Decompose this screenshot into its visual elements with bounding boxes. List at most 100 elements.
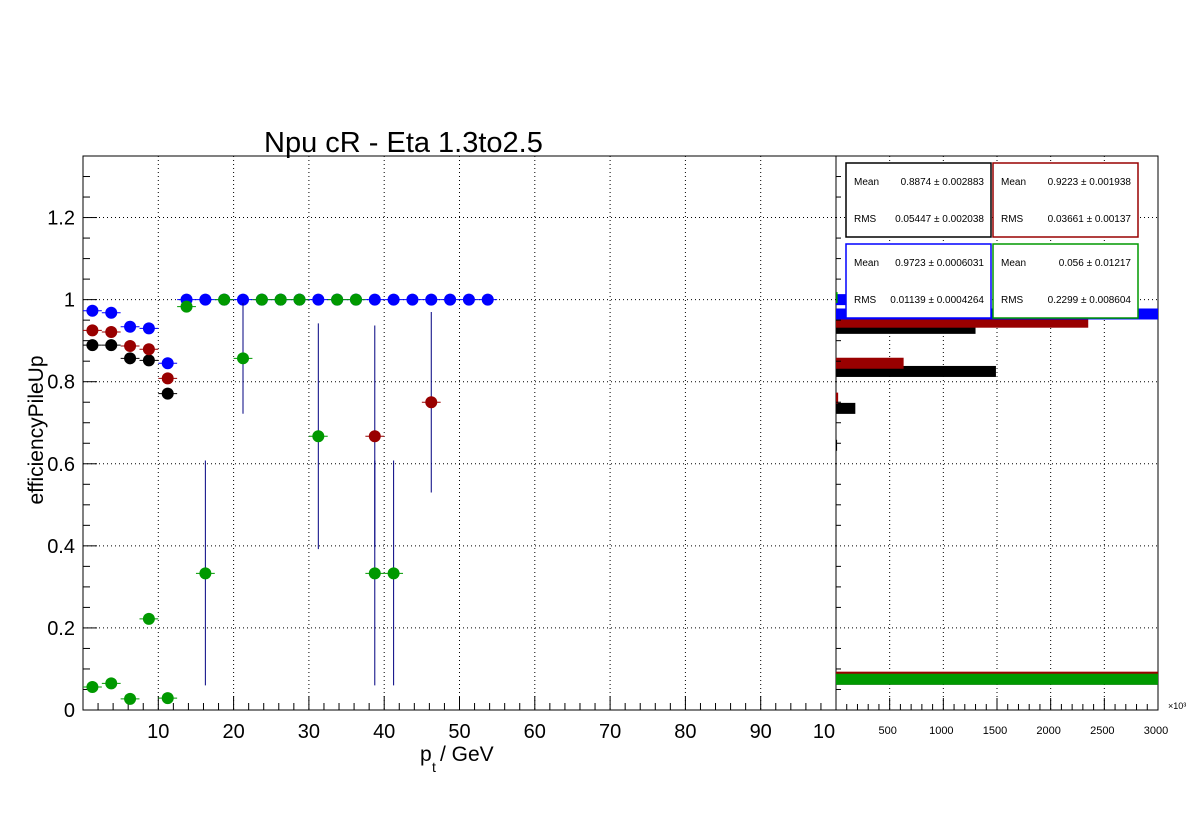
data-point-green: [349, 293, 362, 306]
x-tick-label: 10: [147, 721, 169, 743]
data-point-green: [331, 293, 344, 306]
data-point-blue: [105, 306, 118, 319]
side-x-tick-label: 2500: [1090, 725, 1114, 737]
stats-box: Mean 0.056 ± 0.01217 RMS 0.2299 ± 0.008604: [992, 243, 1139, 319]
side-bar-green: [836, 292, 838, 304]
side-bar-black: [836, 322, 976, 334]
data-point-blue: [237, 293, 250, 306]
data-point-black: [142, 354, 155, 367]
stats-box-frame: [845, 162, 992, 238]
data-point-blue: [142, 322, 155, 335]
side-x-tick-label: 2000: [1036, 725, 1060, 737]
stats-rms-value: 0.01139 ± 0.0004264: [890, 295, 984, 306]
data-point-blue: [406, 293, 419, 306]
x-tick-label: 90: [750, 721, 772, 743]
stats-mean-value: 0.9223 ± 0.001938: [1048, 177, 1132, 188]
chart-title: Npu cR - Eta 1.3to2.5: [264, 127, 543, 159]
data-point-black: [86, 339, 99, 352]
y-tick-label: 1.2: [47, 208, 75, 230]
x-axis-title-main: p: [420, 743, 432, 766]
data-point-blue: [124, 320, 137, 333]
data-point-black: [105, 339, 118, 352]
side-x-tick-label: 1500: [983, 725, 1007, 737]
data-point-blue: [462, 293, 475, 306]
data-point-blue: [481, 293, 494, 306]
data-point-green: [142, 612, 155, 625]
stats-mean-label: Mean: [1001, 258, 1026, 269]
side-bar-black: [836, 402, 856, 414]
stats-rms-value: 0.2299 ± 0.008604: [1048, 295, 1132, 306]
data-point-green: [255, 293, 268, 306]
stats-layer: Mean 0.8874 ± 0.002883 RMS 0.05447 ± 0.0020…: [845, 162, 1139, 319]
data-point-blue: [387, 293, 400, 306]
side-axis-exponent: ×10³: [1168, 701, 1186, 711]
x-tick-label: 70: [599, 721, 621, 743]
data-point-green: [237, 352, 250, 365]
data-point-green: [124, 692, 137, 705]
stats-rms-label: RMS: [854, 295, 877, 306]
stats-box: Mean 0.9223 ± 0.001938 RMS 0.03661 ± 0.0013…: [992, 162, 1139, 238]
y-axis-title: efficiencyPileUp: [25, 355, 48, 504]
x-tick-label: 20: [222, 721, 244, 743]
stats-box-frame: [845, 243, 992, 319]
stats-mean-value: 0.9723 ± 0.0006031: [895, 258, 984, 269]
stats-mean-value: 0.8874 ± 0.002883: [901, 177, 985, 188]
y-tick-label: 0: [64, 700, 75, 722]
stats-rms-label: RMS: [1001, 295, 1024, 306]
data-point-blue: [425, 293, 438, 306]
data-point-green: [180, 300, 193, 313]
y-tick-label: 0.4: [47, 536, 75, 558]
x-tick-label: 30: [298, 721, 320, 743]
grid-layer: [83, 156, 1158, 710]
side-bar-green: [836, 673, 1158, 685]
side-bar-darkred: [836, 316, 1089, 328]
stats-mean-value: 0.056 ± 0.01217: [1059, 258, 1132, 269]
data-point-green: [105, 677, 118, 690]
data-point-green: [293, 293, 306, 306]
data-point-darkred: [368, 430, 381, 443]
data-point-green: [199, 567, 212, 580]
stats-mean-label: Mean: [1001, 177, 1026, 188]
stats-box: Mean 0.9723 ± 0.0006031 RMS 0.01139 ± 0.000…: [845, 243, 992, 319]
x-tick-label: 80: [674, 721, 696, 743]
stats-mean-label: Mean: [854, 177, 879, 188]
data-point-darkred: [142, 343, 155, 356]
points-layer: [83, 293, 498, 705]
data-point-green: [86, 681, 99, 694]
side-bar-black: [836, 365, 996, 377]
data-point-green: [218, 293, 231, 306]
data-point-blue: [86, 304, 99, 317]
data-point-darkred: [124, 340, 137, 353]
stats-rms-label: RMS: [854, 214, 877, 225]
stats-rms-label: RMS: [1001, 214, 1024, 225]
data-point-blue: [444, 293, 457, 306]
side-bar-darkred: [836, 357, 904, 369]
side-x-tick-label: 3000: [1144, 725, 1168, 737]
x-axis-title-rest: / GeV: [440, 743, 494, 766]
stats-box-frame: [992, 243, 1139, 319]
x-tick-label: 50: [448, 721, 470, 743]
y-tick-label: 1: [64, 290, 75, 312]
side-x-tick-label: 1000: [929, 725, 953, 737]
y-tick-label: 0.2: [47, 618, 75, 640]
x-axis-title-sub: t: [432, 759, 436, 775]
data-point-blue: [161, 357, 174, 370]
stats-rms-value: 0.05447 ± 0.002038: [895, 214, 984, 225]
data-point-blue: [312, 293, 325, 306]
data-point-green: [368, 567, 381, 580]
data-point-darkred: [161, 372, 174, 385]
data-point-blue: [368, 293, 381, 306]
x-tick-label: 10: [813, 721, 835, 743]
y-tick-label: 0.6: [47, 454, 75, 476]
stats-box-frame: [992, 162, 1139, 238]
x-tick-label: 60: [524, 721, 546, 743]
data-point-blue: [199, 293, 212, 306]
side-x-tick-label: 500: [878, 725, 896, 737]
data-point-darkred: [425, 396, 438, 409]
data-point-darkred: [105, 326, 118, 339]
side-bar-darkred: [836, 392, 839, 404]
x-axis-title: p t / GeV: [420, 743, 494, 775]
side-bar-blue: [836, 294, 849, 306]
